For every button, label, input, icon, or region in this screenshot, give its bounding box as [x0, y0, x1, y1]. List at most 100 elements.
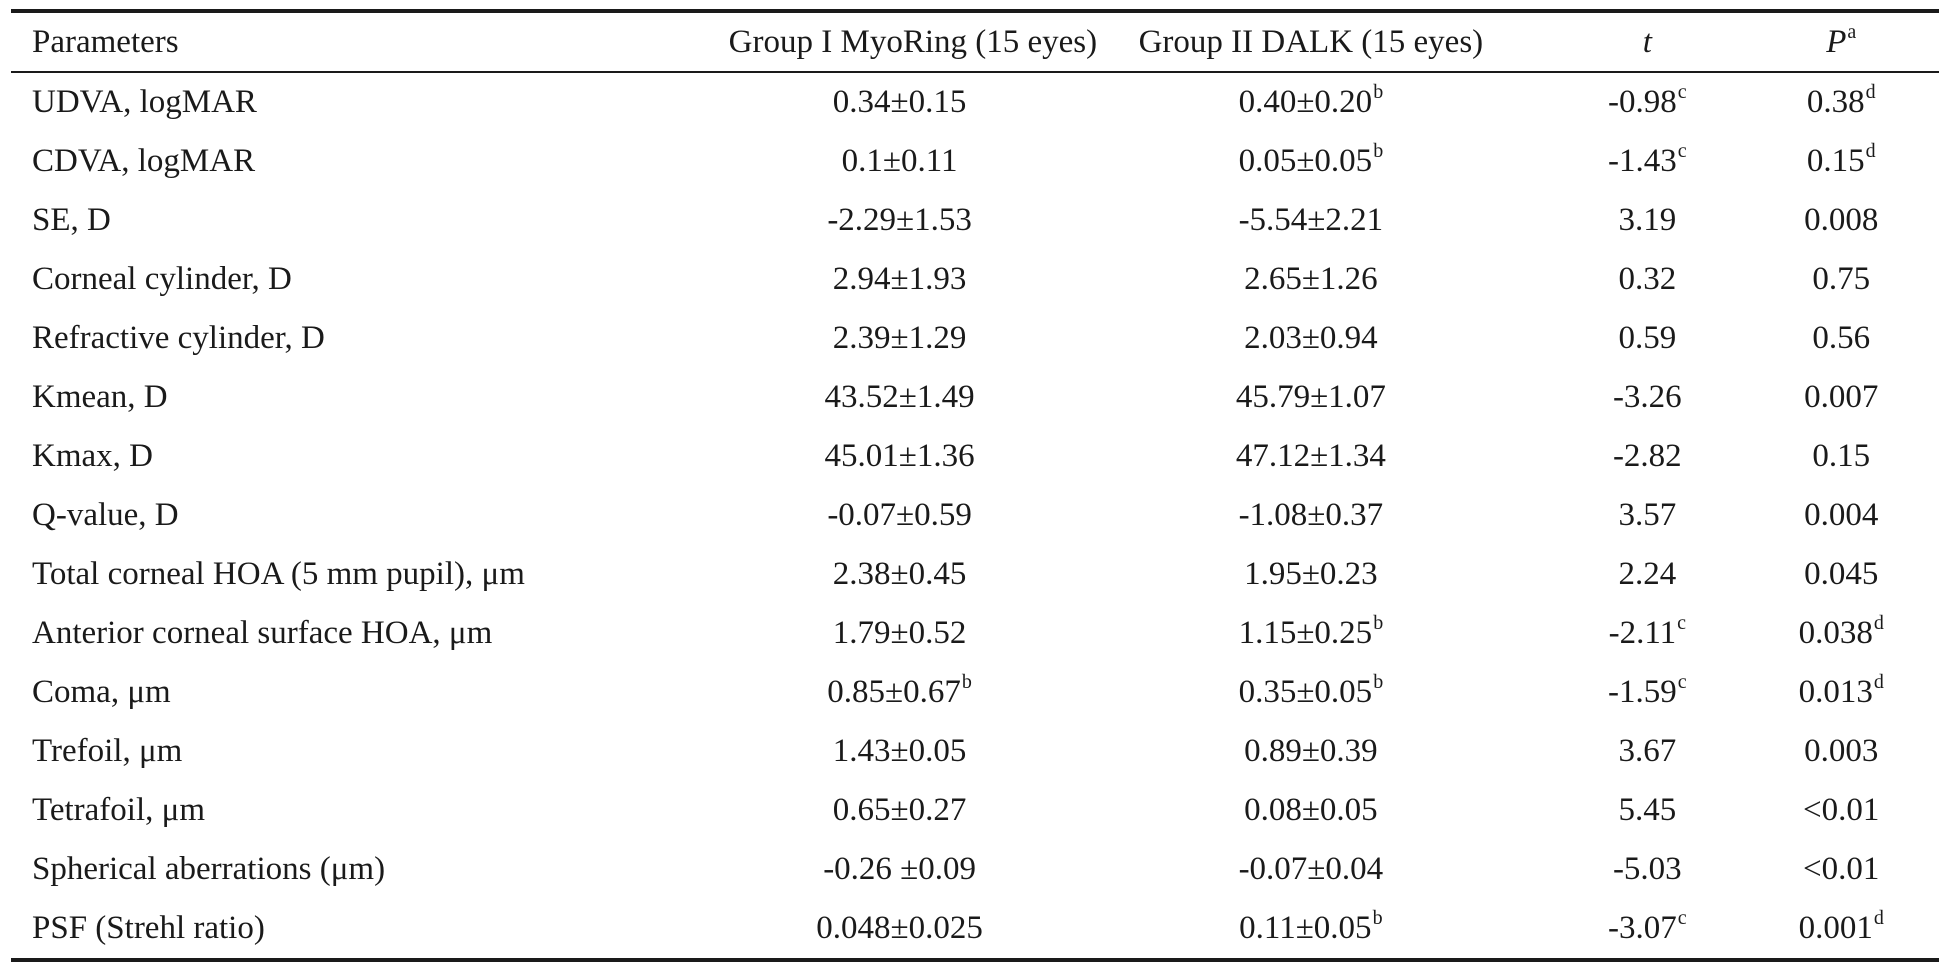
cell-p: 0.038d [1743, 604, 1939, 663]
cell-parameter: CDVA, logMAR [11, 132, 729, 191]
cell-p: <0.01 [1743, 781, 1939, 840]
cell-group2-value: 0.35±0.05 [1238, 674, 1373, 710]
cell-p: 0.003 [1743, 722, 1939, 781]
cell-t: 5.45 [1551, 781, 1743, 840]
cell-group2-value: 1.15±0.25 [1238, 615, 1373, 651]
cell-group1: 0.34±0.15 [729, 72, 1071, 132]
cell-p-value: <0.01 [1803, 792, 1880, 828]
table-body: UDVA, logMAR 0.34±0.15 0.40±0.20b -0.98c 0.3… [11, 72, 1939, 960]
cell-p-value: 0.013 [1798, 674, 1873, 710]
cell-group1: 2.38±0.45 [729, 545, 1071, 604]
cell-parameter: Refractive cylinder, D [11, 309, 729, 368]
cell-p-footnote: d [1865, 81, 1876, 103]
cell-parameter-value: SE, D [32, 202, 111, 238]
cell-t: 3.67 [1551, 722, 1743, 781]
table-row: SE, D -2.29±1.53 -5.54±2.21 3.19 0.008 [11, 191, 1939, 250]
table-row: UDVA, logMAR 0.34±0.15 0.40±0.20b -0.98c 0.3… [11, 72, 1939, 132]
cell-p: 0.001d [1743, 899, 1939, 960]
cell-p-footnote: d [1873, 671, 1884, 693]
cell-t: 2.24 [1551, 545, 1743, 604]
cell-t-value: -1.43 [1607, 143, 1677, 179]
cell-group2-value: -5.54±2.21 [1238, 202, 1384, 238]
cell-parameter: PSF (Strehl ratio) [11, 899, 729, 960]
cell-t-footnote: c [1677, 81, 1687, 103]
cell-p-value: 0.15 [1806, 143, 1865, 179]
cell-p: 0.75 [1743, 250, 1939, 309]
cell-group2-value: 0.40±0.20 [1238, 84, 1373, 120]
cell-group2-value: -0.07±0.04 [1238, 851, 1384, 887]
table-row: Spherical aberrations (μm) -0.26 ±0.09 -0.… [11, 840, 1939, 899]
cell-t-value: 0.59 [1618, 320, 1677, 356]
cell-group2: 1.95±0.23 [1071, 545, 1552, 604]
cell-parameter-value: Total corneal HOA (5 mm pupil), μm [32, 556, 525, 592]
cell-p-value: 0.38 [1806, 84, 1865, 120]
cell-p-value: 0.008 [1804, 202, 1879, 238]
cell-t: 3.19 [1551, 191, 1743, 250]
cell-t-value: -2.11 [1608, 615, 1677, 651]
cell-parameter: Total corneal HOA (5 mm pupil), μm [11, 545, 729, 604]
cell-parameter-value: Q-value, D [32, 497, 179, 533]
cell-p-footnote: d [1873, 907, 1884, 929]
cell-group2-value: 0.08±0.05 [1244, 792, 1378, 828]
cell-p-value: 0.56 [1812, 320, 1871, 356]
cell-parameter-value: PSF (Strehl ratio) [32, 910, 265, 946]
cell-parameter-value: Coma, μm [32, 674, 171, 710]
cell-parameter: Anterior corneal surface HOA, μm [11, 604, 729, 663]
cell-parameter: Kmax, D [11, 427, 729, 486]
cell-group2-value: 2.65±1.26 [1244, 261, 1378, 297]
cell-group1-value: -0.26 ±0.09 [823, 851, 977, 887]
cell-t-value: 3.19 [1618, 202, 1677, 238]
cell-group1: 0.65±0.27 [729, 781, 1071, 840]
cell-group2-footnote: b [1373, 140, 1384, 162]
cell-t-footnote: c [1677, 907, 1687, 929]
cell-parameter-value: CDVA, logMAR [32, 143, 256, 179]
table-row: Trefoil, μm 1.43±0.05 0.89±0.39 3.67 0.003 [11, 722, 1939, 781]
cell-p: 0.004 [1743, 486, 1939, 545]
cell-p: 0.007 [1743, 368, 1939, 427]
cell-p: 0.38d [1743, 72, 1939, 132]
table-row: Tetrafoil, μm 0.65±0.27 0.08±0.05 5.45 <0.01 [11, 781, 1939, 840]
table-row: Kmean, D 43.52±1.49 45.79±1.07 -3.26 0.007 [11, 368, 1939, 427]
cell-parameter: Trefoil, μm [11, 722, 729, 781]
cell-group2-footnote: b [1373, 612, 1384, 634]
table-row: Coma, μm 0.85±0.67b 0.35±0.05b -1.59c 0.013d [11, 663, 1939, 722]
cell-group1-value: -0.07±0.59 [827, 497, 972, 533]
cell-group1: 45.01±1.36 [729, 427, 1071, 486]
cell-group2: 47.12±1.34 [1071, 427, 1552, 486]
cell-t: 0.32 [1551, 250, 1743, 309]
cell-group2-value: 45.79±1.07 [1235, 379, 1386, 415]
cell-parameter-value: UDVA, logMAR [32, 84, 257, 120]
cell-p: 0.56 [1743, 309, 1939, 368]
cell-group1: 0.048±0.025 [729, 899, 1071, 960]
results-table-container: Parameters Group I MyoRing (15 eyes) Gro… [11, 9, 1939, 962]
header-p-footnote: a [1847, 20, 1857, 43]
cell-group2-value: 0.11±0.05 [1239, 910, 1372, 946]
cell-p-value: 0.15 [1812, 438, 1871, 474]
cell-parameter-value: Kmax, D [32, 438, 153, 474]
cell-parameter: Tetrafoil, μm [11, 781, 729, 840]
cell-p-footnote: d [1865, 140, 1876, 162]
cell-t: -2.11c [1551, 604, 1743, 663]
cell-group2: -5.54±2.21 [1071, 191, 1552, 250]
cell-group2-value: 1.95±0.23 [1244, 556, 1378, 592]
cell-t: 3.57 [1551, 486, 1743, 545]
cell-group2-value: 0.05±0.05 [1238, 143, 1373, 179]
cell-group1-value: 2.38±0.45 [832, 556, 967, 592]
cell-group2: -1.08±0.37 [1071, 486, 1552, 545]
cell-p-value: 0.001 [1798, 910, 1873, 946]
cell-t: 0.59 [1551, 309, 1743, 368]
cell-p-value: 0.004 [1804, 497, 1879, 533]
cell-t-value: -0.98 [1607, 84, 1677, 120]
cell-group2-value: -1.08±0.37 [1238, 497, 1384, 533]
cell-group1: 2.94±1.93 [729, 250, 1071, 309]
cell-group2: 2.65±1.26 [1071, 250, 1552, 309]
table-row: PSF (Strehl ratio) 0.048±0.025 0.11±0.05b -… [11, 899, 1939, 960]
header-p-label: P [1826, 23, 1847, 60]
header-group1: Group I MyoRing (15 eyes) [728, 23, 1098, 60]
cell-parameter-value: Anterior corneal surface HOA, μm [32, 615, 493, 651]
cell-group1-value: -2.29±1.53 [827, 202, 972, 238]
table-row: Q-value, D -0.07±0.59 -1.08±0.37 3.57 0.004 [11, 486, 1939, 545]
cell-group1: 1.79±0.52 [729, 604, 1071, 663]
header-parameters: Parameters [32, 23, 179, 60]
cell-p-value: 0.003 [1804, 733, 1879, 769]
